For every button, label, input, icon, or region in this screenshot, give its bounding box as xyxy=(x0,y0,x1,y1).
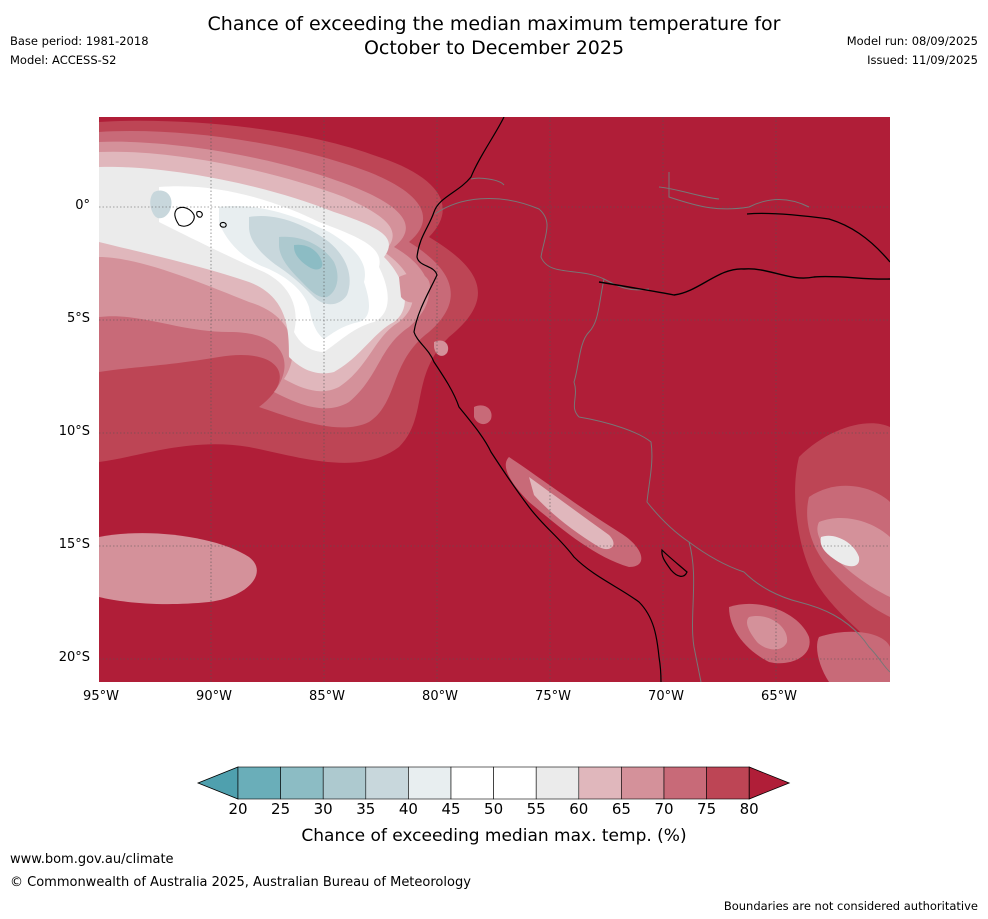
lat-label-15s: 15°S xyxy=(58,537,90,552)
colorbar-cell xyxy=(493,766,537,800)
meta-right: Model run: 08/09/2025 Issued: 11/09/2025 xyxy=(847,32,978,70)
lon-label-75w: 75°W xyxy=(535,689,571,704)
colorbar-tick-label: 45 xyxy=(441,800,461,818)
map-svg xyxy=(99,117,890,682)
contour-galapagos xyxy=(150,190,172,219)
colorbar-tick-label: 30 xyxy=(313,800,333,818)
colorbar-arrow-high xyxy=(748,766,791,800)
colorbar-tick-label: 25 xyxy=(271,800,291,818)
lat-label-20s: 20°S xyxy=(58,650,90,665)
model-name: Model: ACCESS-S2 xyxy=(10,53,117,67)
lon-label-80w: 80°W xyxy=(422,689,458,704)
lon-label-90w: 90°W xyxy=(196,689,232,704)
colorbar-cell xyxy=(621,766,665,800)
contour-coast-spot-2 xyxy=(434,340,449,356)
colorbar-cell xyxy=(322,766,367,800)
lat-label-0: 0° xyxy=(75,198,90,213)
graticule xyxy=(99,117,890,682)
colorbar-tick-label: 35 xyxy=(356,800,376,818)
rio-negro xyxy=(746,212,890,263)
contour-30 xyxy=(294,244,323,270)
colorbar-cell xyxy=(408,766,452,800)
contour-east-60 xyxy=(820,535,860,567)
colorbar-cell xyxy=(237,766,281,800)
contour-coastal-60 xyxy=(399,272,430,303)
map-title: Chance of exceeding the median maximum t… xyxy=(0,12,988,60)
colorbar-tick-label: 60 xyxy=(569,800,589,818)
galapagos xyxy=(174,206,227,228)
issued-date: Issued: 11/09/2025 xyxy=(867,53,978,67)
model-run: Model run: 08/09/2025 xyxy=(846,34,978,48)
colorbar-tick-label: 75 xyxy=(697,800,717,818)
colorbar-tick-label: 20 xyxy=(228,800,248,818)
colorbar-title: Chance of exceeding median max. temp. (%… xyxy=(301,826,687,846)
colorbar-cells xyxy=(196,766,791,800)
colorbar-arrow-low xyxy=(196,766,239,800)
contour-coast-spot-1 xyxy=(474,405,492,425)
colorbar-cell xyxy=(535,766,580,800)
coastline xyxy=(413,117,662,682)
contour-sw-ocean xyxy=(99,533,257,605)
title-line-2: October to December 2025 xyxy=(363,37,625,59)
lon-label-70w: 70°W xyxy=(648,689,684,704)
colorbar-tick-label: 40 xyxy=(398,800,418,818)
colorbar-tick-label: 70 xyxy=(654,800,674,818)
colorbar-cell xyxy=(280,766,324,800)
colorbar-tick-label: 65 xyxy=(611,800,631,818)
map-area xyxy=(99,117,890,682)
lat-label-5s: 5°S xyxy=(66,311,90,326)
colorbar-tick-label: 50 xyxy=(484,800,504,818)
contour-south-3 xyxy=(817,631,890,682)
colorbar-cell xyxy=(663,766,707,800)
lon-label-95w: 95°W xyxy=(83,689,119,704)
amazon-river xyxy=(598,268,890,296)
colorbar xyxy=(196,766,791,800)
footer-copyright: © Commonwealth of Australia 2025, Austra… xyxy=(10,875,471,890)
footer-url[interactable]: www.bom.gov.au/climate xyxy=(10,852,174,867)
contour-35 xyxy=(279,236,338,298)
lon-label-65w: 65°W xyxy=(761,689,797,704)
colorbar-cell xyxy=(706,766,750,800)
title-line-1: Chance of exceeding the median maximum t… xyxy=(207,13,781,35)
colorbar-tick-label: 80 xyxy=(739,800,759,818)
colorbar-tick-label: 55 xyxy=(526,800,546,818)
base-period: Base period: 1981-2018 xyxy=(10,34,149,48)
footer-disclaimer: Boundaries are not considered authoritat… xyxy=(723,899,978,913)
colorbar-cell xyxy=(365,766,409,800)
lat-label-10s: 10°S xyxy=(58,424,90,439)
lake-titicaca xyxy=(661,548,688,577)
colorbar-cell xyxy=(450,766,494,800)
lon-label-85w: 85°W xyxy=(309,689,345,704)
colorbar-cell xyxy=(578,766,622,800)
contour-south-2 xyxy=(746,616,788,650)
country-borders xyxy=(434,172,890,682)
meta-left: Base period: 1981-2018 Model: ACCESS-S2 xyxy=(10,32,149,70)
